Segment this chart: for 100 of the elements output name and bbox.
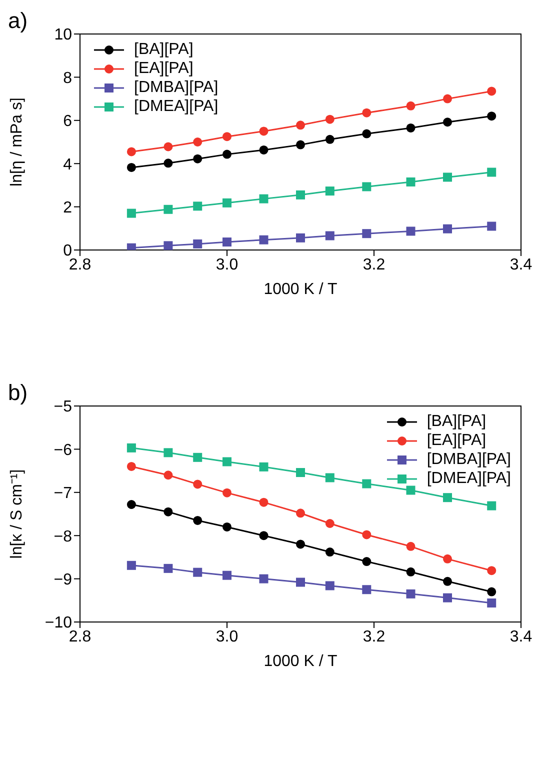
point [193,568,202,577]
legend-label: [DMEA][PA] [426,469,511,488]
point [443,554,452,564]
point [296,233,305,242]
point [406,542,416,551]
point [259,498,268,507]
point [164,158,173,168]
point [487,501,496,510]
point [406,486,416,495]
point [164,507,173,516]
point [164,448,173,458]
point [193,516,202,525]
point [443,593,452,602]
y-tick-label: −6 [54,442,72,459]
point [325,473,334,482]
point [259,531,268,540]
point [164,241,173,250]
point [406,567,416,576]
point [222,150,232,159]
point [325,231,334,240]
point [362,108,372,118]
y-tick-label: −5 [54,398,72,416]
y-tick-label: 10 [54,26,72,44]
point [487,86,496,96]
point [222,457,232,466]
point [362,129,372,138]
point [443,224,452,234]
point [222,132,232,142]
legend-label: [BA][PA] [426,412,486,431]
point [259,194,268,204]
point [362,585,372,594]
point [164,142,173,152]
point [259,126,268,136]
point [296,120,305,130]
point [296,578,305,587]
point [487,587,496,596]
y-tick-label: −7 [54,485,72,502]
point [296,508,305,518]
point [406,177,416,186]
point [325,581,334,590]
point [406,226,416,236]
y-axis-title: ln[κ / S cm⁻¹] [8,469,26,559]
point [362,479,372,488]
point [193,239,202,248]
point [406,589,416,598]
point [222,570,232,580]
point [325,548,334,557]
y-tick-label: 6 [63,113,72,130]
point [164,204,173,214]
x-axis-title: 1000 K / T [264,653,338,670]
point [296,468,305,478]
point [362,557,372,566]
point [325,186,334,196]
x-tick-label: 3.0 [216,256,238,274]
point [222,198,232,208]
point [126,462,136,471]
point [193,202,202,211]
x-tick-label: 3.2 [362,628,386,646]
x-axis-title: 1000 K / T [264,281,338,298]
legend-label: [DMBA][PA] [134,78,218,97]
point [487,222,496,231]
x-tick-label: 3.0 [216,628,238,646]
point [259,235,268,244]
point [443,118,452,127]
point [406,101,416,110]
point [325,519,334,528]
point [443,172,452,182]
point [487,598,496,608]
point [259,145,268,154]
point [126,162,136,172]
point [325,134,334,144]
point [487,168,496,177]
point [325,114,334,124]
y-tick-label: 8 [63,70,72,87]
point [487,566,496,576]
point [222,238,232,247]
point [443,94,452,104]
point [222,488,232,498]
y-axis-title: ln[η / mPa s] [8,98,26,186]
legend-label: [BA][PA] [134,40,194,59]
legend-label: [DMBA][PA] [426,450,511,469]
point [362,229,372,238]
legend-label: [EA][PA] [426,431,486,450]
y-tick-label: −9 [54,571,72,588]
point [193,138,202,146]
point [362,182,372,192]
legend-label: [DMEA][PA] [134,97,218,116]
point [259,462,268,472]
y-tick-label: −8 [54,528,72,546]
point [126,560,136,570]
point [193,154,202,164]
y-tick-label: 4 [63,156,72,174]
point [222,522,232,532]
text: b) [8,380,28,406]
point [296,140,305,150]
point [296,540,305,549]
point [126,208,136,218]
point [193,480,202,489]
y-tick-label: 2 [63,199,72,216]
point [126,443,136,452]
